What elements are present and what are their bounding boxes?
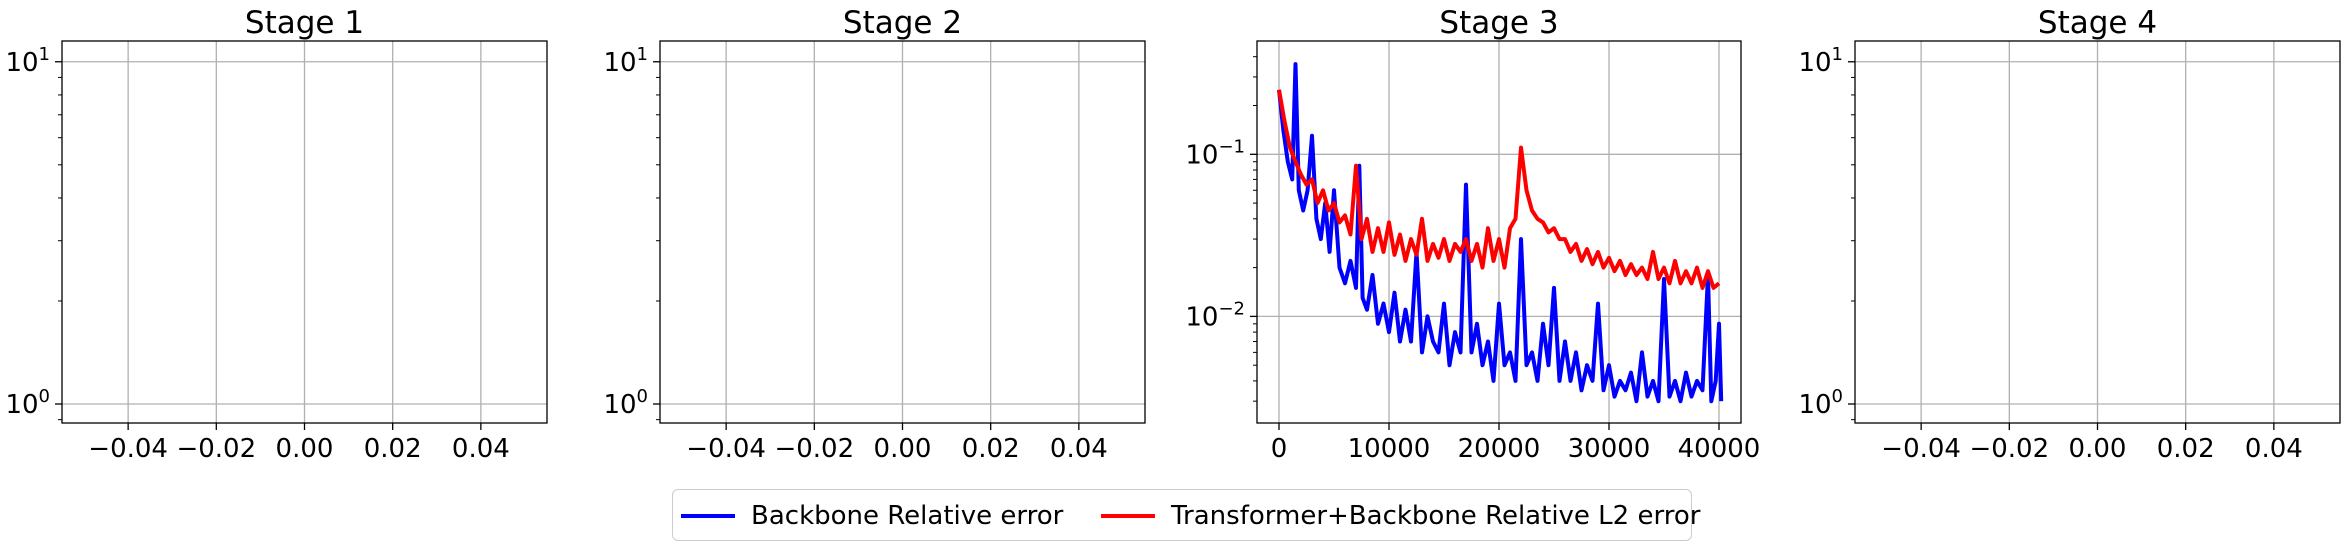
y-tick-label: 100 (603, 386, 648, 420)
x-tick-label: 0.04 (452, 434, 510, 464)
x-tick-label: 0.02 (962, 434, 1020, 464)
x-tick-label: −0.04 (686, 434, 766, 464)
x-tick-label: 0.02 (2157, 434, 2215, 464)
panel-title: Stage 2 (843, 5, 962, 41)
panel-stage-4: Stage 4 −0.04 −0.02 0.00 0.02 0.04 100 101 (1798, 5, 2341, 464)
x-tick-label: 0.04 (2245, 434, 2303, 464)
series-line-transformer (1277, 89, 1721, 290)
legend-swatch-transformer (1101, 514, 1155, 518)
legend-label-backbone: Backbone Relative error (751, 501, 1064, 531)
legend-item-transformer: Transformer+Backbone Relative L2 error (1101, 501, 1700, 531)
legend: Backbone Relative error Transformer+Back… (672, 489, 1700, 541)
series-line-backbone (1277, 62, 1724, 404)
x-tick-label: 10000 (1348, 434, 1431, 464)
x-tick-label: 0.00 (276, 434, 334, 464)
panel-title: Stage 4 (2038, 5, 2157, 41)
axes-frame (61, 40, 548, 424)
y-tick-label: 101 (603, 44, 648, 78)
legend-item-backbone: Backbone Relative error (681, 501, 1063, 531)
x-tick-label: 0.00 (2069, 434, 2127, 464)
panel-stage-1: Stage 1 −0.04 −0.02 0.00 0.02 0.04 100 101 (5, 5, 548, 464)
y-tick-label: 101 (1798, 44, 1843, 78)
y-tick-label: 10−2 (1185, 298, 1245, 332)
x-tick-label: 40000 (1678, 434, 1761, 464)
panel-title: Stage 3 (1439, 5, 1558, 41)
panel-stage-2: Stage 2 −0.04 −0.02 0.00 0.02 0.04 100 101 (603, 5, 1146, 464)
legend-swatch-backbone (681, 514, 735, 518)
x-tick-label: 0.00 (874, 434, 932, 464)
axes-frame (1256, 40, 1742, 424)
x-tick-label: 20000 (1458, 434, 1541, 464)
panel-stage-3: Stage 3 0 10000 20000 30000 40000 10−2 10−1 (1185, 5, 1760, 464)
y-tick-label: 101 (5, 44, 50, 78)
x-tick-label: −0.04 (88, 434, 168, 464)
panel-title: Stage 1 (245, 5, 364, 41)
x-tick-label: 0 (1271, 434, 1288, 464)
x-tick-label: 0.04 (1050, 434, 1108, 464)
y-tick-label: 100 (1798, 386, 1843, 420)
x-tick-label: −0.02 (176, 434, 256, 464)
y-tick-label: 100 (5, 386, 50, 420)
x-tick-label: −0.02 (1969, 434, 2049, 464)
y-tick-label: 10−1 (1185, 136, 1245, 170)
axes-frame (659, 40, 1146, 424)
x-tick-label: 30000 (1568, 434, 1651, 464)
x-tick-label: −0.04 (1881, 434, 1961, 464)
axes-frame (1854, 40, 2341, 424)
x-tick-label: −0.02 (774, 434, 854, 464)
legend-label-transformer: Transformer+Backbone Relative L2 error (1171, 501, 1701, 531)
x-tick-label: 0.02 (364, 434, 422, 464)
